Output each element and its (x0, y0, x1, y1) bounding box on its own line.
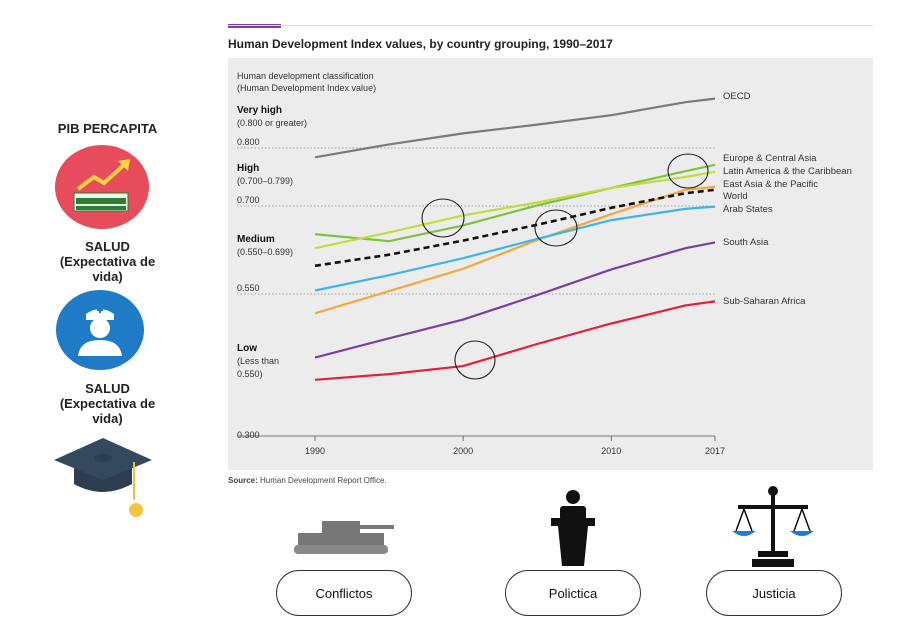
series-line-south-asia (314, 241, 716, 359)
sidebar-label-salud-2: SALUD (Expectativa de vida) (59, 381, 156, 426)
series-label: OECD (723, 91, 751, 102)
series-label: Sub-Saharan Africa (723, 296, 806, 307)
band-range: (0.550–0.699) (237, 247, 293, 257)
top-rule (228, 25, 873, 26)
series-label: Arab States (723, 204, 773, 215)
sidebar-label-salud-1: SALUD (Expectativa de vida) (59, 239, 156, 284)
band-name: Very high (237, 105, 282, 116)
series-label: World (723, 191, 748, 202)
band-name: Medium (237, 234, 275, 245)
series-label: Europe & Central Asia (723, 153, 817, 164)
graduation-cap-icon (54, 438, 152, 517)
podium-icon (551, 490, 595, 566)
band-range: (0.700–0.799) (237, 176, 293, 186)
y-tick-label: 0.550 (237, 283, 260, 293)
conflictos-button[interactable]: Conflictos (276, 570, 412, 616)
axis-note: (Human Development Index value) (237, 83, 376, 93)
highlight-circle (454, 340, 496, 380)
plot-area: Human development classification (Human D… (228, 58, 873, 470)
highlight-circle (667, 153, 709, 189)
series-line-arab-states (314, 205, 716, 292)
x-tick-label: 1990 (305, 446, 325, 456)
series-label: East Asia & the Pacific (723, 179, 818, 190)
money-growth-icon (55, 145, 149, 229)
accent-bar (228, 24, 281, 28)
y-tick-label: 0.700 (237, 195, 260, 205)
sidebar-label-pib: PIB PERCAPITA (57, 121, 158, 136)
nurse-icon (56, 290, 144, 370)
series-line-world (314, 188, 716, 268)
politica-button[interactable]: Polictica (505, 570, 641, 616)
series-label: South Asia (723, 237, 769, 248)
x-tick-label: 2010 (601, 446, 621, 456)
band-range: (0.800 or greater) (237, 118, 307, 128)
band-name: High (237, 163, 259, 174)
x-tick-label: 2017 (705, 446, 725, 456)
series-label: Latin America & the Caribbean (723, 166, 852, 177)
band-name: Low (237, 343, 257, 354)
axis-note: Human development classification (237, 71, 374, 81)
justicia-button[interactable]: Justicia (706, 570, 842, 616)
band-range: (Less than (237, 356, 279, 366)
scales-icon (732, 486, 814, 567)
highlight-circle (534, 209, 578, 247)
x-tick-label: 2000 (453, 446, 473, 456)
y-tick-label: 0.300 (237, 430, 260, 440)
plot-background (228, 58, 873, 470)
series-line-latin-america-the-caribbean (314, 170, 716, 250)
hdi-chart: Human Development Index values, by count… (225, 20, 875, 490)
tank-icon (294, 521, 394, 554)
highlight-circle (421, 198, 465, 238)
chart-title: Human Development Index values, by count… (228, 37, 613, 51)
series-line-oecd (314, 97, 716, 159)
series-line-sub-saharan-africa (314, 300, 716, 381)
series-line-europe-central-asia (314, 163, 716, 243)
chart-source: Source: Human Development Report Office. (228, 476, 387, 485)
y-tick-label: 0.800 (237, 137, 260, 147)
band-range: 0.550) (237, 369, 263, 379)
